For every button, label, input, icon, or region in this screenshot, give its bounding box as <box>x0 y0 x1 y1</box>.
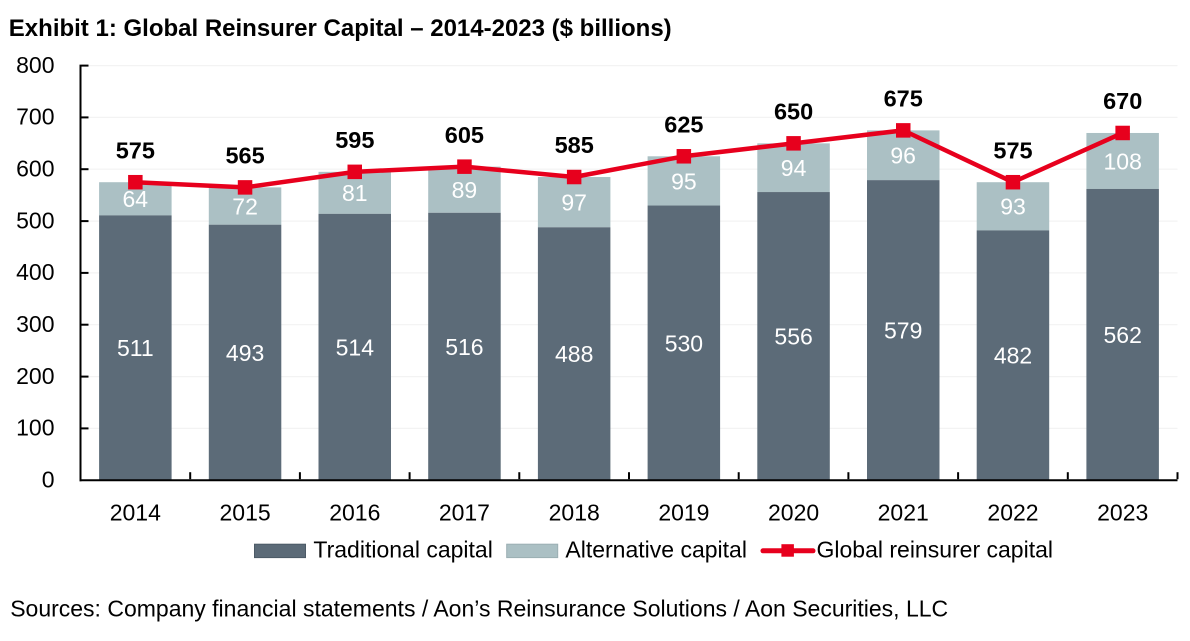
svg-text:600: 600 <box>16 156 54 182</box>
svg-text:556: 556 <box>774 324 812 350</box>
svg-text:579: 579 <box>884 318 922 344</box>
svg-text:2017: 2017 <box>439 500 490 526</box>
svg-text:2015: 2015 <box>220 500 271 526</box>
svg-text:530: 530 <box>665 330 703 356</box>
svg-text:Traditional capital: Traditional capital <box>313 537 492 563</box>
svg-text:200: 200 <box>16 363 54 389</box>
svg-text:565: 565 <box>225 143 264 169</box>
svg-text:516: 516 <box>445 334 483 360</box>
svg-text:Global reinsurer capital: Global reinsurer capital <box>817 537 1054 563</box>
svg-text:625: 625 <box>664 111 703 137</box>
svg-text:0: 0 <box>42 467 55 493</box>
svg-text:2014: 2014 <box>110 500 161 526</box>
svg-text:100: 100 <box>16 415 54 441</box>
svg-text:72: 72 <box>232 193 258 219</box>
svg-text:670: 670 <box>1103 88 1142 114</box>
svg-text:488: 488 <box>555 341 593 367</box>
svg-text:108: 108 <box>1104 148 1142 174</box>
svg-text:300: 300 <box>16 311 54 337</box>
svg-text:Alternative capital: Alternative capital <box>565 537 747 563</box>
svg-text:595: 595 <box>335 127 374 153</box>
svg-text:575: 575 <box>116 137 155 163</box>
svg-text:Exhibit 1: Global Reinsurer Ca: Exhibit 1: Global Reinsurer Capital – 20… <box>9 15 672 42</box>
svg-text:2022: 2022 <box>987 500 1038 526</box>
svg-text:81: 81 <box>342 180 368 206</box>
svg-text:585: 585 <box>555 132 594 158</box>
svg-text:562: 562 <box>1104 322 1142 348</box>
svg-text:400: 400 <box>16 259 54 285</box>
svg-text:2021: 2021 <box>878 500 929 526</box>
svg-text:Sources: Company financial sta: Sources: Company financial statements / … <box>10 596 948 622</box>
svg-text:511: 511 <box>117 335 154 361</box>
svg-text:575: 575 <box>993 137 1032 163</box>
svg-text:2019: 2019 <box>658 500 709 526</box>
svg-text:493: 493 <box>226 340 264 366</box>
svg-text:2018: 2018 <box>549 500 600 526</box>
svg-text:2023: 2023 <box>1097 500 1148 526</box>
svg-text:650: 650 <box>774 98 813 124</box>
svg-text:93: 93 <box>1000 194 1026 220</box>
svg-text:675: 675 <box>884 86 923 112</box>
svg-text:605: 605 <box>445 122 484 148</box>
svg-text:2016: 2016 <box>329 500 380 526</box>
svg-text:700: 700 <box>16 104 54 130</box>
svg-text:482: 482 <box>994 343 1032 369</box>
svg-text:89: 89 <box>452 177 478 203</box>
svg-text:500: 500 <box>16 207 54 233</box>
svg-text:64: 64 <box>123 186 149 212</box>
svg-text:800: 800 <box>16 52 54 78</box>
svg-text:94: 94 <box>781 155 807 181</box>
svg-text:96: 96 <box>890 143 916 169</box>
svg-text:2020: 2020 <box>768 500 819 526</box>
svg-text:514: 514 <box>336 334 375 360</box>
svg-text:95: 95 <box>671 168 697 194</box>
svg-text:97: 97 <box>561 190 587 216</box>
